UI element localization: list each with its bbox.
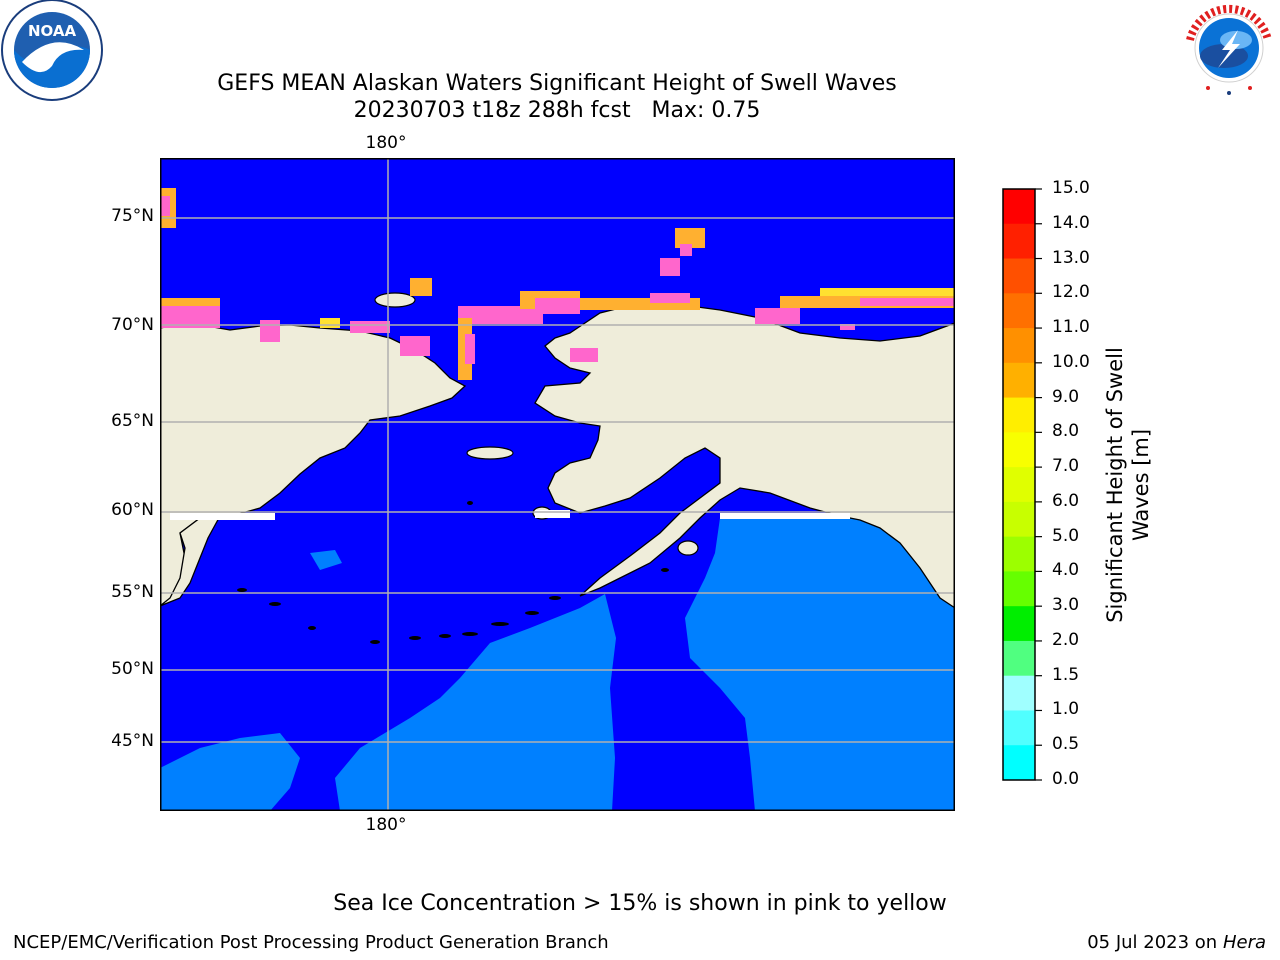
colorbar-tick-label: 9.0 <box>1052 386 1080 407</box>
lat-label-50: 50°N <box>111 659 154 679</box>
colorbar-segment <box>1003 675 1035 711</box>
colorbar-tick-label: 0.0 <box>1052 769 1080 789</box>
ocean-mid-swell-central <box>335 594 616 811</box>
colorbar-segment <box>1003 571 1035 607</box>
lat-label-75: 75°N <box>111 206 154 226</box>
colorbar-segment <box>1003 710 1035 746</box>
title-line-2: 20230703 t18z 288h fcst Max: 0.75 <box>353 98 761 123</box>
colorbar-tick-label: 8.0 <box>1052 421 1080 442</box>
colorbar-tick-label: 1.0 <box>1052 699 1080 720</box>
sea-ice-overlay <box>160 188 955 380</box>
nws-logo <box>1183 2 1275 95</box>
footer-date-text: 05 Jul 2023 on <box>1087 932 1223 953</box>
colorbar-segment <box>1003 397 1035 433</box>
land-wrangel-island <box>374 292 416 308</box>
footer-date: 05 Jul 2023 on Hera <box>1087 932 1266 953</box>
noaa-logo: NOAA <box>1 0 103 101</box>
lat-label-70: 70°N <box>111 315 154 335</box>
colorbar-segment <box>1003 536 1035 572</box>
sea-ice-note: Sea Ice Concentration > 15% is shown in … <box>333 891 947 916</box>
ocean-mid-swell-patch <box>310 550 342 570</box>
colorbar-tick-label: 10.0 <box>1052 351 1090 372</box>
colorbar-tick-label: 7.0 <box>1052 456 1080 477</box>
lat-label-55: 55°N <box>111 582 154 602</box>
colorbar-label: Significant Height of Swell Waves [m] <box>1102 347 1154 623</box>
map-panel <box>160 158 955 811</box>
noaa-logo-text: NOAA <box>28 22 77 40</box>
colorbar-frame <box>1002 188 1036 781</box>
colorbar <box>1002 188 1042 781</box>
colorbar-tick-label: 15.0 <box>1052 178 1090 198</box>
colorbar-tick-label: 11.0 <box>1052 317 1090 338</box>
colorbar-tick-label: 3.0 <box>1052 595 1080 616</box>
colorbar-segment <box>1003 293 1035 329</box>
no-data-strip-west <box>170 513 275 520</box>
colorbar-segment <box>1003 223 1035 260</box>
map-gridlines <box>160 158 955 811</box>
ocean-mid-swell-east <box>685 518 955 811</box>
no-data-strip-mid <box>535 510 570 518</box>
aleutian-islands <box>237 501 669 644</box>
map-frame <box>160 158 955 811</box>
colorbar-segment <box>1003 258 1035 294</box>
land-st-lawrence-island <box>466 446 514 460</box>
ocean-mid-swell-west <box>160 733 300 811</box>
colorbar-tick-label: 1.5 <box>1052 664 1080 685</box>
footer-producer: NCEP/EMC/Verification Post Processing Pr… <box>13 932 609 953</box>
lat-label-65: 65°N <box>111 411 154 431</box>
colorbar-tick-label: 0.5 <box>1052 734 1080 755</box>
colorbar-tick-label: 2.0 <box>1052 629 1080 650</box>
land-alaska <box>534 302 955 609</box>
colorbar-label-line-2: Waves [m] <box>1129 428 1153 542</box>
colorbar-segment <box>1003 432 1035 468</box>
colorbar-segment <box>1003 328 1035 364</box>
colorbar-tick-label: 12.0 <box>1052 282 1090 303</box>
lon-label-top: 180° <box>365 133 407 153</box>
map-title: GEFS MEAN Alaskan Waters Significant Hei… <box>157 70 957 124</box>
colorbar-segment <box>1003 189 1035 225</box>
colorbar-segment <box>1003 640 1035 677</box>
colorbar-label-line-1: Significant Height of Swell <box>1103 347 1127 623</box>
land-kodiak-island <box>677 540 699 556</box>
lat-label-45: 45°N <box>111 731 154 751</box>
footer-host: Hera <box>1222 932 1266 953</box>
colorbar-segment <box>1003 745 1035 781</box>
colorbar-segment <box>1003 606 1035 642</box>
lat-label-60: 60°N <box>111 500 154 520</box>
title-line-1: GEFS MEAN Alaskan Waters Significant Hei… <box>217 71 897 96</box>
colorbar-tick-label: 5.0 <box>1052 525 1080 546</box>
colorbar-segment <box>1003 362 1035 399</box>
colorbar-segment <box>1003 501 1035 538</box>
colorbar-tick-label: 4.0 <box>1052 560 1080 581</box>
colorbar-tick-label: 6.0 <box>1052 490 1080 511</box>
no-data-strip-east <box>720 513 850 519</box>
lon-label-bottom: 180° <box>365 815 407 835</box>
colorbar-tick-label: 13.0 <box>1052 247 1090 268</box>
colorbar-tick-label: 14.0 <box>1052 212 1090 233</box>
colorbar-segment <box>1003 467 1035 503</box>
